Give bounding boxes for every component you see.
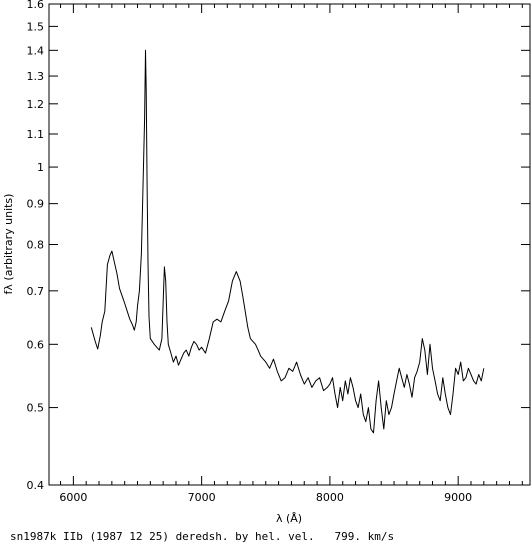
spectrum-series-line — [90, 49, 485, 434]
y-tick-label: 0.5 — [27, 402, 45, 415]
y-tick-label: 1.6 — [27, 0, 45, 11]
y-tick-label: 0.7 — [27, 285, 45, 298]
plot-frame — [48, 3, 531, 486]
x-tick-label: 7000 — [188, 491, 216, 504]
caption: sn1987k IIb (1987 12 25) deredsh. by hel… — [10, 530, 395, 543]
y-tick-label: 1 — [37, 161, 44, 174]
x-tick-label: 6000 — [59, 491, 87, 504]
x-tick-label: 8000 — [316, 491, 344, 504]
y-tick-label: 1.2 — [27, 98, 45, 111]
y-tick-label: 1.1 — [27, 128, 45, 141]
y-tick-label: 1.3 — [27, 70, 45, 83]
y-axis-label: fλ (arbitrary units) — [2, 194, 15, 295]
y-tick-label: 1.4 — [27, 44, 45, 57]
y-tick-label: 0.4 — [27, 479, 45, 492]
x-tick-label: 9000 — [444, 491, 472, 504]
y-tick-label: 1.5 — [27, 20, 45, 33]
x-axis-label: λ (Å) — [276, 512, 302, 525]
y-tick-label: 0.6 — [27, 338, 45, 351]
x-axis: 6000 7000 8000 9000 — [59, 4, 523, 504]
y-tick-label: 0.9 — [27, 198, 45, 211]
y-axis: 0.4 0.5 0.6 0.7 0.8 0.9 1 1.1 1.2 1.3 1.4 1.5 1.6 — [27, 0, 530, 492]
y-tick-label: 0.8 — [27, 239, 45, 252]
